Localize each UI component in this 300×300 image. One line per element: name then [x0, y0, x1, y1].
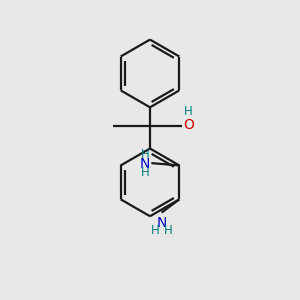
Text: H: H — [151, 224, 160, 237]
Text: N: N — [157, 215, 167, 230]
Text: H: H — [141, 148, 150, 161]
Text: H: H — [141, 166, 150, 179]
Text: H: H — [164, 224, 172, 237]
Text: N: N — [140, 157, 150, 171]
Text: H: H — [184, 105, 192, 118]
Text: O: O — [184, 118, 194, 132]
